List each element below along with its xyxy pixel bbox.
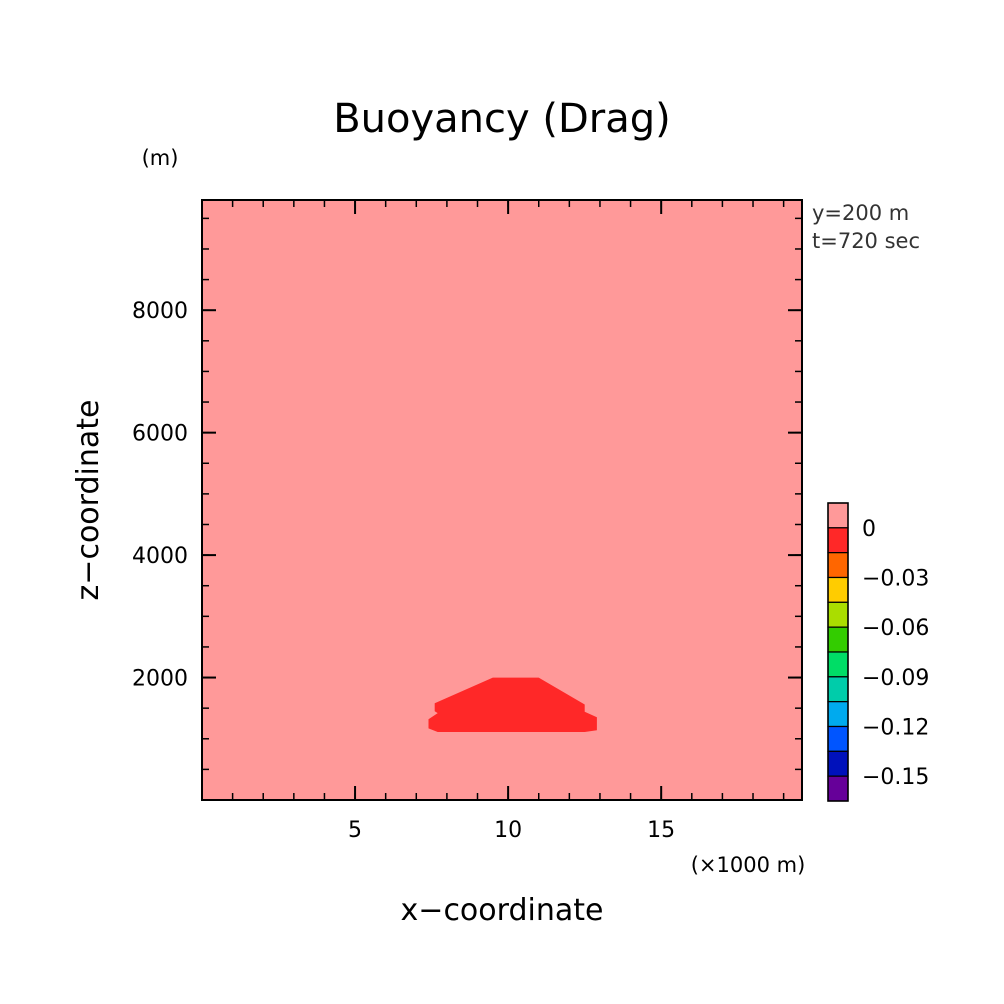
x-tick-label-10: 10 <box>494 818 522 843</box>
colorbar-tick-label-4: −0.12 <box>862 716 929 741</box>
chart-title: Buoyancy (Drag) <box>333 96 671 142</box>
plot-frame <box>201 199 803 801</box>
colorbar-box <box>827 651 849 678</box>
major-ticks <box>202 200 802 800</box>
colorbar-box <box>827 775 849 802</box>
colorbar-box <box>827 725 849 752</box>
colorbar-box <box>827 502 849 529</box>
x-unit-label: (×1000 m) <box>691 853 806 877</box>
colorbar <box>827 502 849 802</box>
y-tick-label-6000: 6000 <box>132 422 188 447</box>
colorbar-tick-label-5: −0.15 <box>862 765 929 790</box>
colorbar-tick-label-2: −0.06 <box>862 616 929 641</box>
annotation-t: t=720 sec <box>812 229 920 253</box>
x-tick-label-15: 15 <box>647 818 675 843</box>
colorbar-frame <box>827 502 849 802</box>
colorbar-tick-label-0: 0 <box>862 517 876 542</box>
colorbar-labels: 0 −0.03 −0.06 −0.09 −0.12 −0.15 <box>862 517 929 790</box>
x-axis-label: x−coordinate <box>401 893 604 928</box>
colorbar-box <box>827 750 849 777</box>
colorbar-box <box>827 576 849 603</box>
y-tick-label-8000: 8000 <box>132 299 188 324</box>
y-axis-label: z−coordinate <box>71 400 106 601</box>
y-tick-label-4000: 4000 <box>132 544 188 569</box>
colorbar-box <box>827 626 849 653</box>
colorbar-box <box>827 527 849 554</box>
annotation-y: y=200 m <box>812 201 909 225</box>
y-tick-label-2000: 2000 <box>132 667 188 692</box>
colorbar-box <box>827 552 849 579</box>
colorbar-tick-label-3: −0.09 <box>862 666 929 691</box>
colorbar-box <box>827 601 849 628</box>
buoyancy-region <box>428 677 597 732</box>
x-tick-label-5: 5 <box>348 818 362 843</box>
colorbar-box <box>827 676 849 703</box>
y-unit-label: (m) <box>142 146 179 170</box>
colorbar-tick-label-1: −0.03 <box>862 567 929 592</box>
colorbar-box <box>827 701 849 728</box>
